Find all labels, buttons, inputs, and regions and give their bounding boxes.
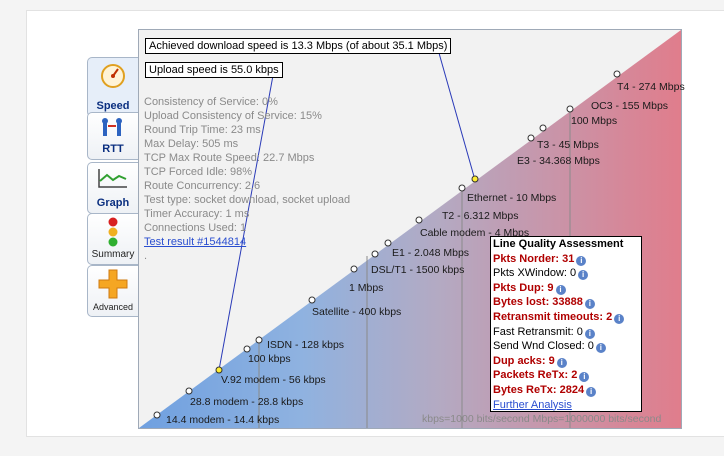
speed-marker [613,70,621,78]
tab-advanced-label: Advanced [92,302,134,312]
speed-label: 28.8 modem - 28.8 kbps [190,396,304,408]
info-icon[interactable]: i [595,343,606,354]
stat-tcp-max-route-speed: TCP Max Route Speed: 22.7 Mbps [144,152,315,164]
stat-timer-accuracy: Timer Accuracy: 1 ms [144,208,250,220]
further-analysis-link[interactable]: Further Analysis [493,398,572,411]
stat-upload-consistency: Upload Consistency of Service: 15% [144,110,322,122]
tab-rtt-label: RTT [102,143,124,155]
info-icon[interactable]: i [556,357,567,368]
graph-icon [98,169,127,188]
stat-route-concurrency: Route Concurrency: 2.6 [144,180,261,192]
line-quality-assessment: Line Quality Assessment Pkts Norder: 31 i… [490,236,642,412]
stat-connections-used: Connections Used: 1 [144,222,247,234]
speed-label: OC3 - 155 Mbps [591,100,669,112]
lqa-row: Pkts Norder: 31 i [491,252,641,267]
lqa-row: Bytes ReTx: 2824 i [491,383,641,398]
units-note: kbps=1000 bits/second Mbps=1000000 bits/… [422,413,662,425]
speed-marker [539,124,547,132]
speed-marker [566,105,574,113]
stat-tcp-forced-idle: TCP Forced Idle: 98% [144,166,253,178]
lqa-row-label: Fast Retransmit: 0 [493,325,583,338]
lqa-row-label: Send Wnd Closed: 0 [493,340,594,353]
tab-advanced[interactable]: Advanced [87,265,138,317]
lqa-row-label: Pkts Norder: 31 [493,252,575,265]
download-speed-callout: Achieved download speed is 13.3 Mbps (of… [145,38,452,54]
speed-label: T2 - 6.312 Mbps [442,210,519,222]
speed-marker [243,345,251,353]
speed-label: DSL/T1 - 1500 kbps [371,264,465,276]
info-icon[interactable]: i [586,386,597,397]
rtt-icon [102,118,122,136]
lqa-row-label: Pkts XWindow: 0 [493,267,577,280]
plus-icon [98,269,128,299]
tab-rtt[interactable]: RTT [87,112,138,160]
tab-summary-label: Summary [91,249,135,260]
speed-label: E3 - 34.368 Mbps [517,155,600,167]
tab-graph[interactable]: Graph [87,162,138,214]
speed-marker [350,265,358,273]
lqa-row: Bytes lost: 33888 i [491,295,641,310]
speed-label: T3 - 45 Mbps [537,139,599,151]
speed-label: 100 kbps [248,353,291,365]
speed-marker [384,239,392,247]
trailing-dot: . [144,250,148,262]
tab-speed-label: Speed [96,100,130,112]
info-icon[interactable]: i [579,372,590,383]
upload-speed-callout: Upload speed is 55.0 kbps [145,62,283,78]
lqa-row-label: Dup acks: 9 [493,354,555,367]
tab-graph-label: Graph [96,197,130,209]
speed-marker [371,250,379,258]
speed-label: E1 - 2.048 Mbps [392,247,470,259]
speed-marker [185,387,193,395]
speed-marker [255,336,263,344]
speed-marker [308,296,316,304]
lqa-title: Line Quality Assessment [493,238,624,250]
speed-label: V.92 modem - 56 kbps [221,374,326,386]
speed-marker [527,134,535,142]
stat-test-type: Test type: socket download, socket uploa… [144,194,351,206]
traffic-light-icon [108,217,118,247]
lqa-row-label: Retransmit timeouts: 2 [493,310,613,323]
speedometer-icon [101,64,125,88]
speed-marker [415,216,423,224]
info-icon[interactable]: i [614,313,625,324]
tab-summary[interactable]: Summary [87,213,138,265]
lqa-row-label: Pkts Dup: 9 [493,281,554,294]
speed-label: Ethernet - 10 Mbps [467,192,557,204]
lqa-rows: Pkts Norder: 31 i Pkts XWindow: 0 i Pkts Dup… [491,252,641,398]
speed-marker [458,184,466,192]
speed-marker [153,411,161,419]
upload-pointer-line [218,69,275,371]
stat-consistency: Consistency of Service: 0% [144,96,278,108]
speed-label: 14.4 modem - 14.4 kbps [166,414,280,426]
info-icon[interactable]: i [576,255,587,266]
tab-speed[interactable]: Speed [87,57,138,117]
speed-label: 100 Mbps [571,115,618,127]
lqa-row-label: Bytes ReTx: 2824 [493,383,585,396]
speed-label: Satellite - 400 kbps [312,306,402,318]
info-icon[interactable]: i [578,270,589,281]
info-icon[interactable]: i [555,284,566,295]
info-icon[interactable]: i [584,328,595,339]
test-result-link[interactable]: Test result #1544814 [144,236,247,248]
speed-markers [153,70,621,419]
lqa-row-label: Packets ReTx: 2 [493,369,578,382]
speed-label: ISDN - 128 kbps [267,339,345,351]
download-pointer-line [436,45,476,181]
result-marker [471,175,479,183]
speed-label: 1 Mbps [349,282,384,294]
stat-max-delay: Max Delay: 505 ms [144,138,239,150]
info-icon[interactable]: i [584,299,595,310]
stat-round-trip-time: Round Trip Time: 23 ms [144,124,261,136]
lqa-row-label: Bytes lost: 33888 [493,296,583,309]
result-marker [215,366,223,374]
speed-label: T4 - 274 Mbps [617,81,685,93]
